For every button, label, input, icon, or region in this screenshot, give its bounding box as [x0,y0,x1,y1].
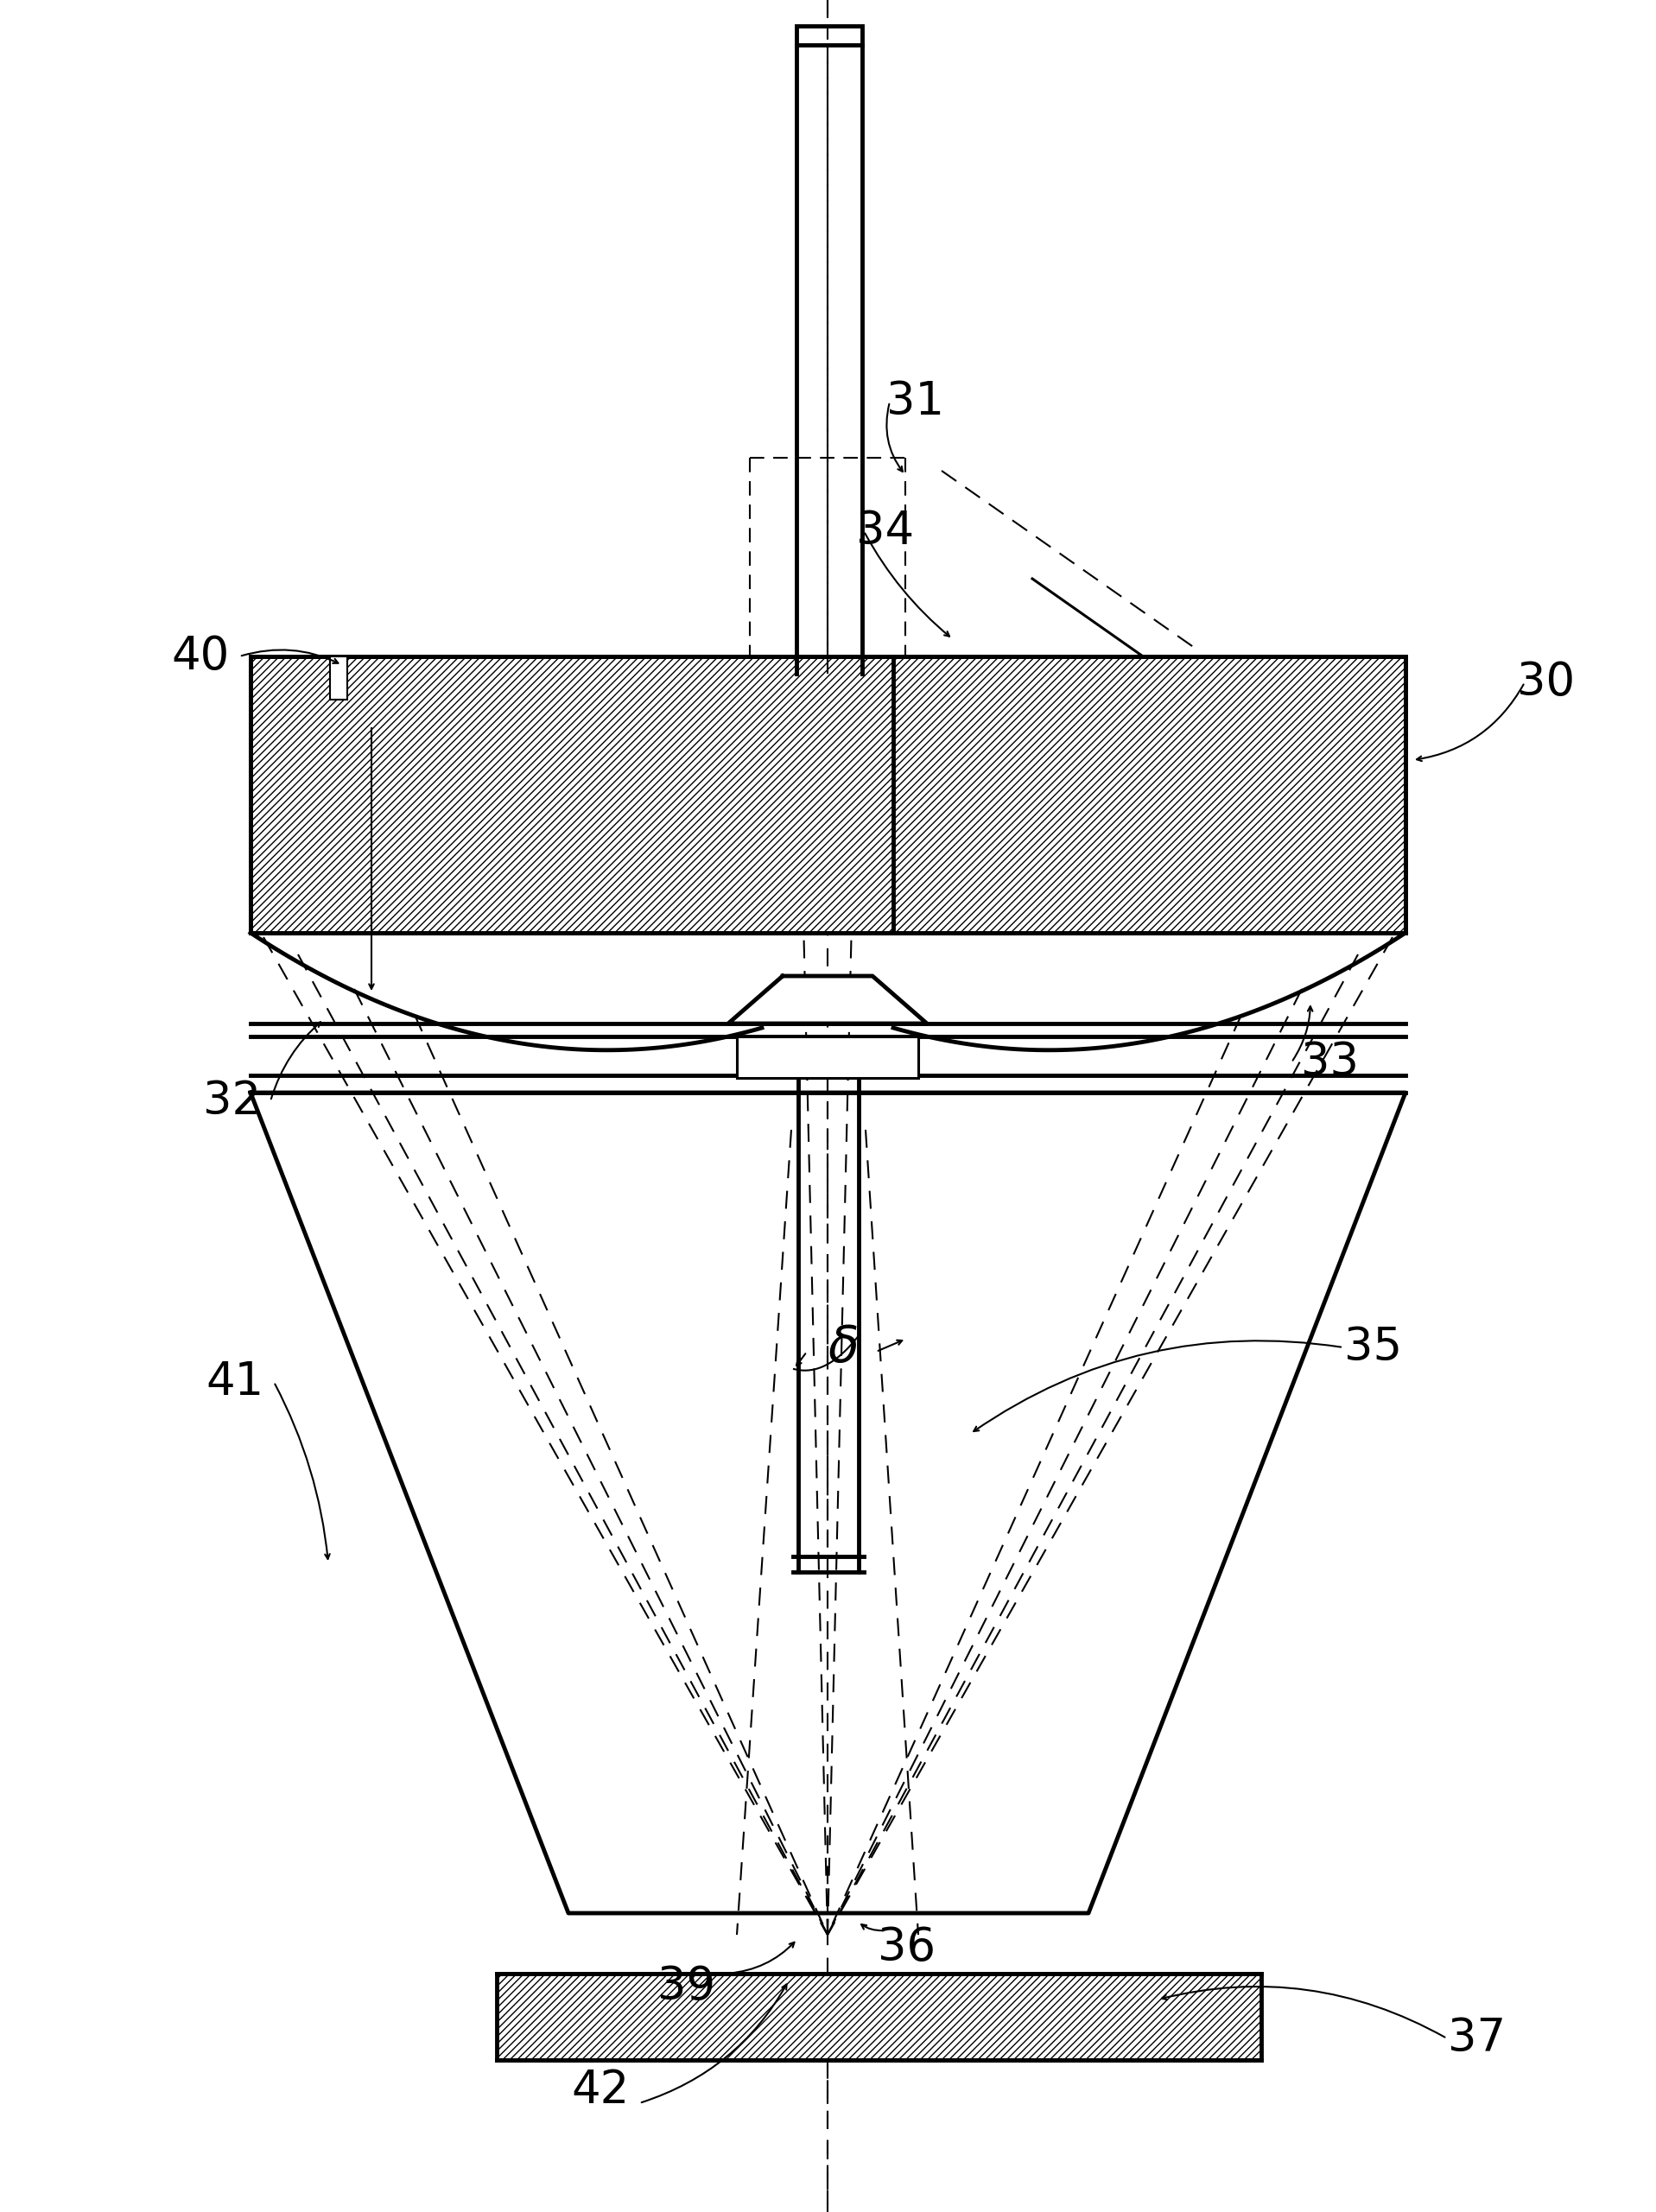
Bar [893,657,1406,933]
Text: 40: 40 [171,635,230,679]
Bar [330,657,348,699]
Text: 35: 35 [1345,1325,1403,1369]
Polygon shape [729,975,927,1024]
Text: 37: 37 [1449,2015,1507,2062]
Text: 32: 32 [202,1079,260,1124]
Text: $\delta$: $\delta$ [826,1323,858,1371]
Bar [797,27,863,44]
Bar [250,657,1012,933]
Text: 33: 33 [1302,1040,1360,1084]
Text: 34: 34 [856,509,914,553]
Text: 30: 30 [1517,659,1575,706]
Text: 41: 41 [205,1360,263,1405]
Text: 42: 42 [571,2068,629,2112]
Bar [497,1973,1262,2059]
Text: 31: 31 [886,378,944,425]
Text: 39: 39 [657,1964,715,2008]
Text: 36: 36 [878,1924,936,1971]
Bar [737,1037,919,1077]
